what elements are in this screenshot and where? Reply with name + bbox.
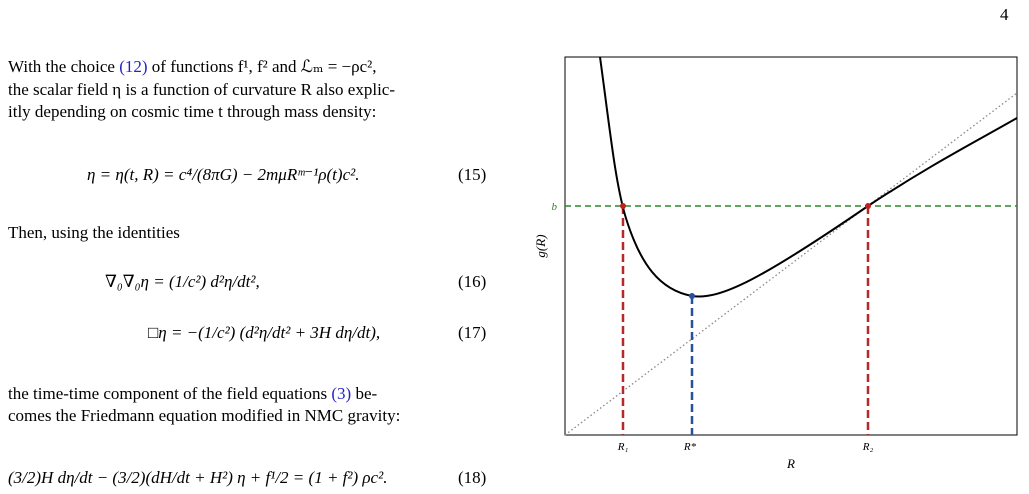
level-label: b <box>552 201 558 213</box>
curve <box>599 56 1018 298</box>
plot-frame <box>564 56 1018 436</box>
text-line: comes the Friedmann equation modified in… <box>8 406 401 425</box>
x-tick-label: R₂ <box>862 441 874 453</box>
text-line: Then, using the identities <box>8 223 180 242</box>
equation-number: (16) <box>458 272 487 291</box>
equation: (3/2)H dη/dt − (3/2)(dH/dt + H²) η + f¹/… <box>8 468 388 487</box>
x-axis-label: R <box>786 456 795 471</box>
x-tick-label: R₁ <box>617 441 629 453</box>
reference-link[interactable]: (3) <box>331 384 352 403</box>
point <box>865 203 871 209</box>
equation-number: (17) <box>458 323 487 342</box>
x-tick-label: R* <box>683 441 697 453</box>
equation: η = η(t, R) = c⁴/(8πG) − 2mμRᵐ⁻¹ρ(t)c². <box>87 165 360 184</box>
text: With the choice <box>8 57 120 76</box>
reference-link[interactable]: (12) <box>119 57 148 76</box>
text-line: itly depending on cosmic time t through … <box>8 102 377 121</box>
text-line: With the choice (12) of functions f¹, f²… <box>8 57 377 77</box>
text: of functions f¹, f² and ℒₘ = −ρc², <box>147 57 377 76</box>
text-line: the scalar field η is a function of curv… <box>8 80 395 99</box>
point <box>620 203 626 209</box>
text-line: the time-time component of the field equ… <box>8 384 377 404</box>
point <box>689 293 695 299</box>
text: the time-time component of the field equ… <box>8 384 332 403</box>
page-number: 4 <box>1000 5 1009 24</box>
y-axis-label: g(R) <box>533 234 548 257</box>
equation-number: (15) <box>458 165 487 184</box>
text: be- <box>351 384 378 403</box>
asymptote <box>564 92 1018 436</box>
equation: □η = −(1/c²) (d²η/dt² + 3H dη/dt), <box>148 323 381 342</box>
equation-number: (18) <box>458 468 487 487</box>
equation: ∇₀∇₀η = (1/c²) d²η/dt², <box>105 272 260 291</box>
